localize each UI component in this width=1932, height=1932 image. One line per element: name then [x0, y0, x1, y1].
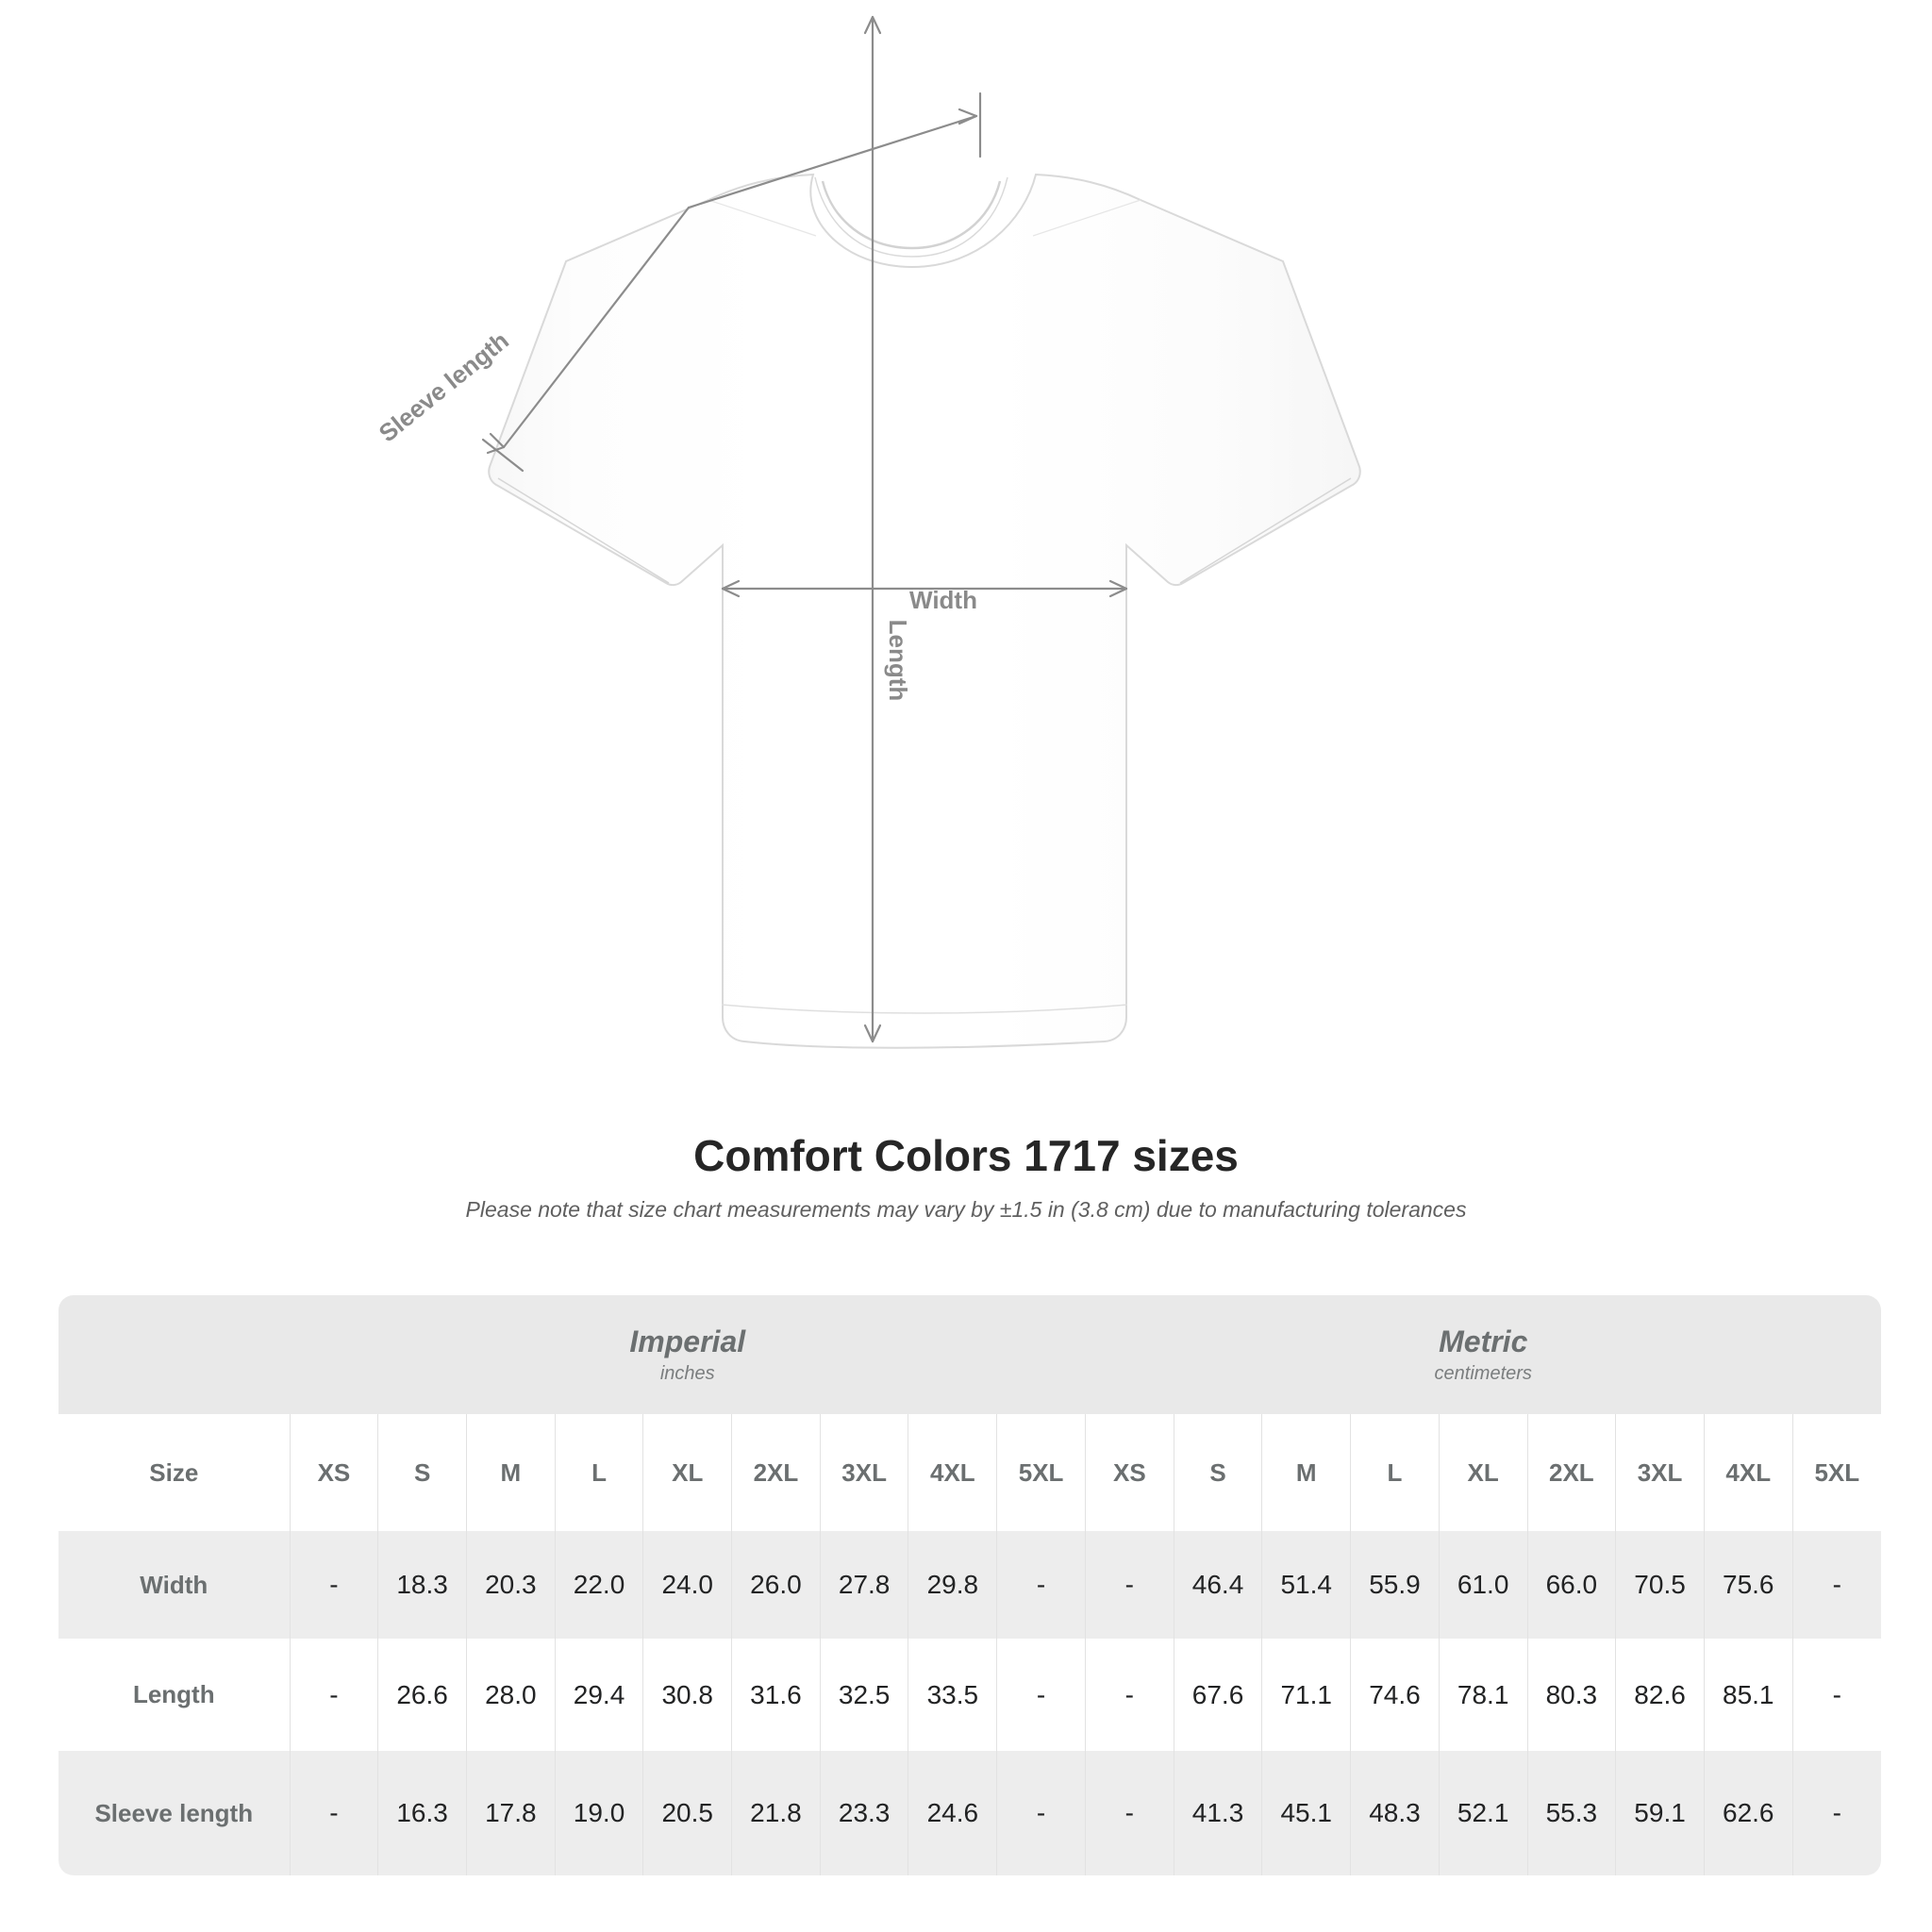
svg-text:Width: Width	[909, 586, 977, 614]
svg-text:Sleeve length: Sleeve length	[374, 326, 514, 448]
svg-text:Length: Length	[884, 620, 912, 702]
